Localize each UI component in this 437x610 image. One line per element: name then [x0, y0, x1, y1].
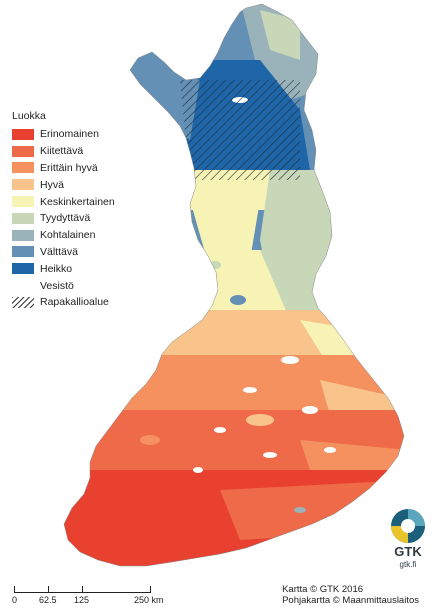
legend-swatch	[12, 162, 34, 174]
scale-bar: 0 62.5 125 250 km	[12, 586, 164, 606]
scale-label-0: 0	[12, 595, 18, 605]
legend-label: Välttävä	[40, 245, 78, 258]
legend-label: Hyvä	[40, 178, 64, 191]
legend-item: Kiitettävä	[12, 143, 115, 160]
scale-label-250: 250 km	[134, 595, 164, 605]
credit-line-1: Kartta © GTK 2016	[282, 584, 364, 595]
scale-label-125: 125	[74, 595, 90, 605]
legend-swatch	[12, 263, 34, 275]
legend-label: Tyydyttävä	[40, 212, 91, 225]
legend-label: Erinomainen	[40, 128, 99, 141]
legend-label: Vesistö	[40, 279, 74, 292]
legend-swatch	[12, 212, 34, 224]
legend-item: Kohtalainen	[12, 227, 115, 244]
logo-text: GTK	[394, 544, 422, 559]
legend-item: Rapakallioalue	[12, 294, 115, 311]
scale-tick	[150, 586, 151, 593]
legend-swatch	[12, 179, 34, 191]
legend-item: Heikko	[12, 260, 115, 277]
legend-items: Erinomainen Kiitettävä Erittäin hyvä Hyvä Ke…	[12, 126, 115, 311]
globe-icon	[391, 509, 425, 543]
legend-label: Heikko	[40, 262, 73, 275]
legend-swatch	[12, 196, 34, 208]
legend-item: Välttävä	[12, 244, 115, 261]
scale-label-62-5: 62.5	[39, 595, 57, 605]
legend-item: Keskinkertainen	[12, 193, 115, 210]
logo-url: gtk.fi	[399, 560, 417, 569]
legend: Luokka Erinomainen Kiitettävä Erittäin hyv…	[12, 110, 115, 311]
legend-label: Keskinkertainen	[40, 195, 115, 208]
legend-swatch	[12, 145, 34, 157]
legend-label: Kiitettävä	[40, 145, 84, 158]
legend-title: Luokka	[12, 110, 46, 122]
legend-swatch	[12, 246, 34, 258]
legend-swatch	[12, 128, 34, 140]
scale-tick	[48, 586, 49, 593]
legend-label: Erittäin hyvä	[40, 161, 98, 174]
gtk-logo: GTK gtk.fi	[386, 506, 430, 569]
legend-label: Rapakallioalue	[40, 296, 109, 309]
legend-label: Kohtalainen	[40, 229, 96, 242]
legend-item: Erinomainen	[12, 126, 115, 143]
legend-swatch	[12, 296, 34, 308]
credit-line-2: Pohjakartta © Maanmittauslaitos	[282, 595, 419, 606]
legend-item: Hyvä	[12, 176, 115, 193]
legend-swatch	[12, 229, 34, 241]
legend-item: Vesistö	[12, 277, 115, 294]
legend-swatch	[12, 280, 34, 291]
map-credits: Kartta © GTK 2016 Pohjakartta © Maanmitt…	[282, 584, 419, 606]
legend-item: Tyydyttävä	[12, 210, 115, 227]
legend-item: Erittäin hyvä	[12, 160, 115, 177]
scale-tick	[82, 586, 83, 593]
